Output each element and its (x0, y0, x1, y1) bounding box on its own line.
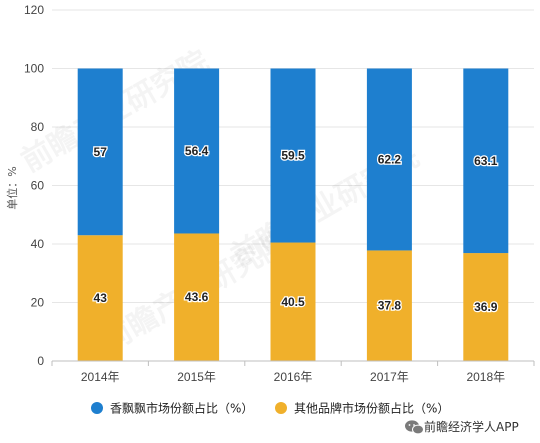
data-label: 56.4 (185, 144, 209, 158)
legend-marker (91, 402, 103, 414)
data-label: 43.6 (185, 290, 209, 304)
bar-segment (366, 250, 412, 361)
x-tick-label: 2014年 (81, 370, 120, 384)
x-tick-label: 2015年 (177, 370, 216, 384)
data-label: 63.1 (474, 154, 498, 168)
data-label: 57 (94, 145, 108, 159)
y-tick-label: 80 (31, 120, 45, 134)
bar-segment (174, 68, 220, 234)
x-axis-ticks: 2014年 2015年 2016年 2017年 2018年 (51, 361, 535, 384)
wechat-icon (405, 420, 424, 435)
y-axis-ticks: 0 20 40 60 80 100 120 (24, 3, 44, 368)
x-tick-label: 2016年 (274, 370, 313, 384)
bar-segment (270, 242, 316, 361)
y-tick-label: 20 (31, 296, 45, 310)
y-tick-label: 60 (31, 179, 45, 193)
bar-segment (174, 233, 220, 361)
bars: 43 57 43.6 56.4 40.5 59.5 37.8 62.2 36.9 63.1 (77, 68, 509, 361)
y-tick-label: 0 (37, 354, 44, 368)
watermark-layer: 前瞻产业研究院前瞻产业研究院前瞻产业研究院 (16, 44, 425, 359)
bar-segment (463, 253, 509, 361)
data-label: 37.8 (378, 299, 402, 313)
x-tick-label: 2018年 (466, 370, 505, 384)
y-tick-label: 100 (24, 62, 44, 76)
data-label: 62.2 (378, 152, 402, 166)
bar-segment (77, 68, 123, 236)
legend-marker (275, 402, 287, 414)
bar-segment (270, 68, 316, 243)
source-credit: 前瞻经济学人APP (405, 419, 519, 435)
x-tick-label: 2017年 (370, 370, 409, 384)
bar-segment (77, 235, 123, 361)
y-axis-label: 单位：% (5, 166, 19, 209)
y-tick-label: 120 (24, 3, 44, 17)
source-text: 前瞻经济学人APP (424, 419, 519, 434)
y-tick-label: 40 (31, 237, 45, 251)
legend-label: 其他品牌市场份额占比（%） (294, 401, 449, 416)
data-label: 59.5 (281, 149, 305, 163)
bar-segment (463, 68, 509, 254)
bar-segment (366, 68, 412, 251)
data-label: 40.5 (281, 295, 305, 309)
data-label: 36.9 (474, 300, 498, 314)
data-label: 43 (94, 291, 108, 305)
legend-label: 香飘飘市场份额占比（%） (110, 401, 253, 416)
legend: 香飘飘市场份额占比（%） 其他品牌市场份额占比（%） (91, 401, 449, 416)
